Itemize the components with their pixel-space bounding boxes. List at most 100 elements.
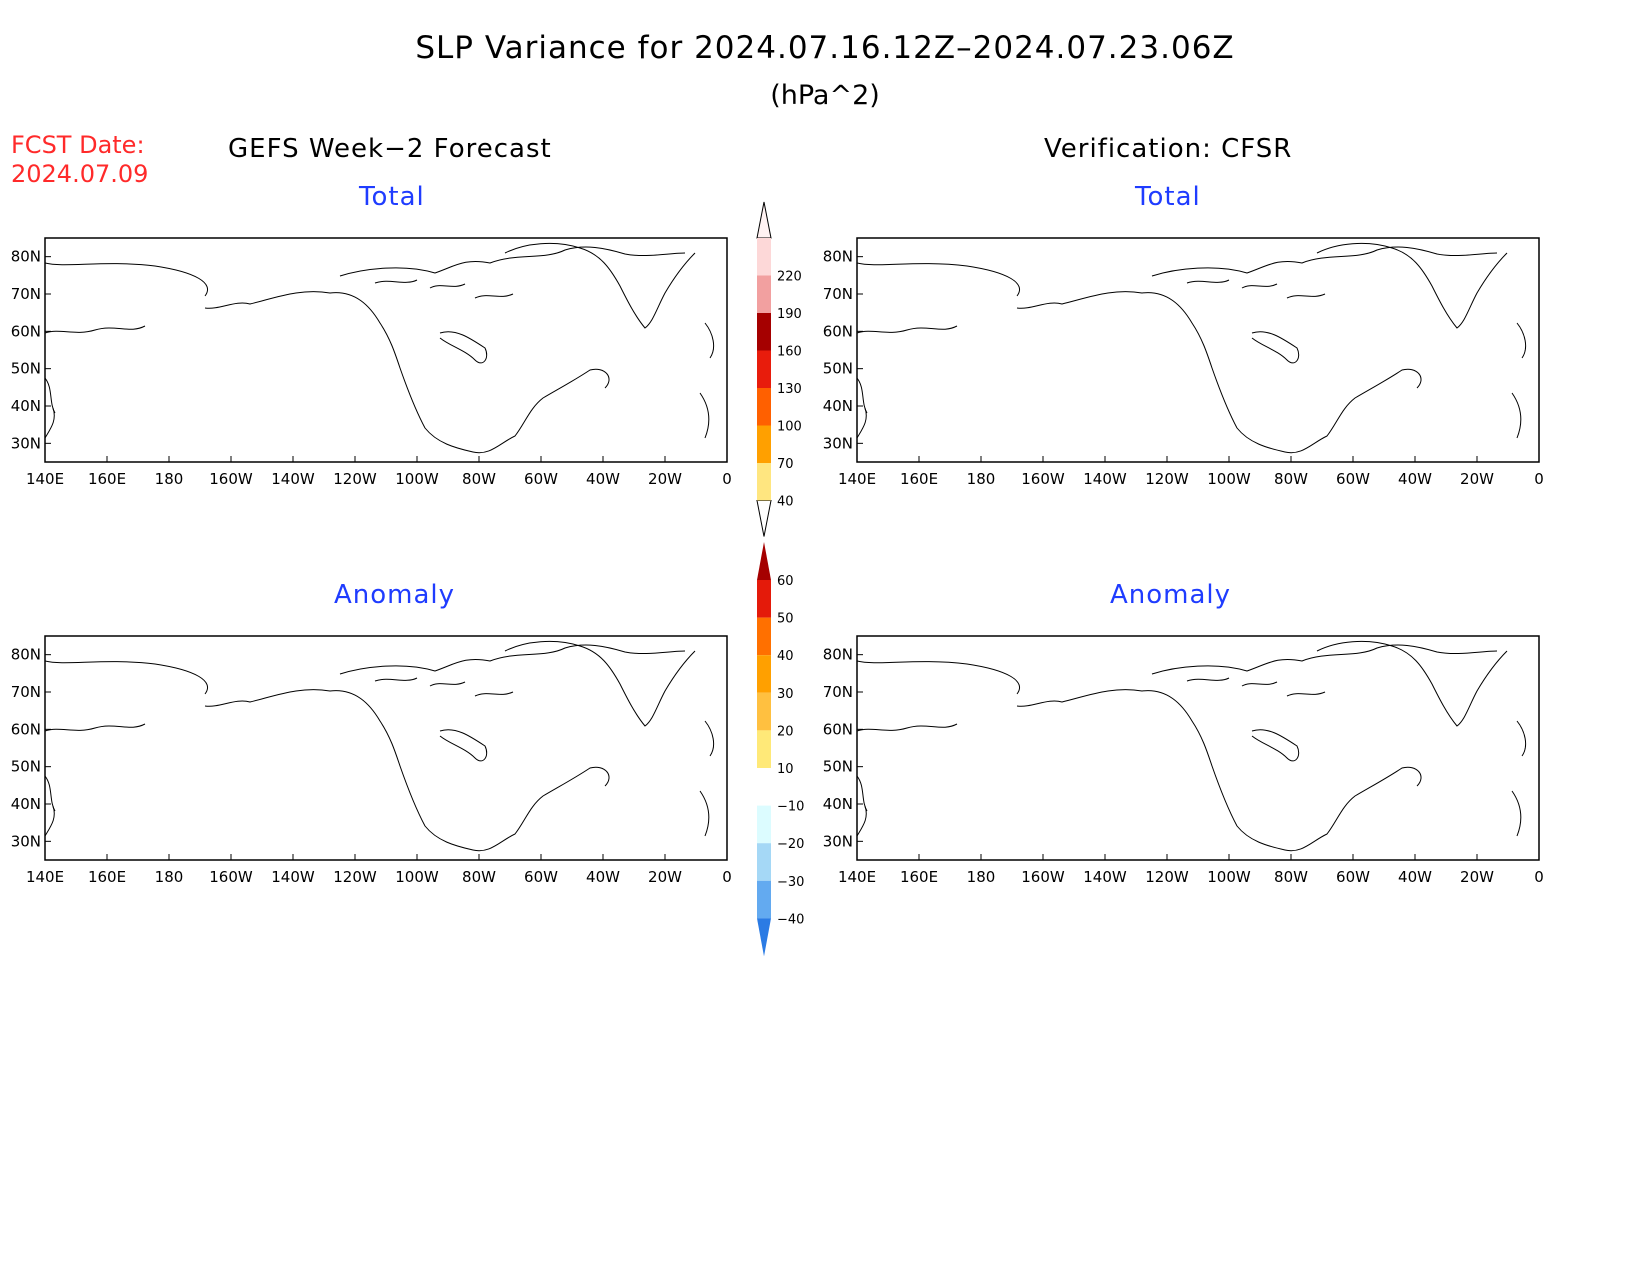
panel-title-forecast-total: Total xyxy=(359,182,425,212)
colorbar-box xyxy=(757,350,771,388)
lon-label: 100W xyxy=(395,470,439,488)
contour-fill-8 xyxy=(1469,290,1517,309)
lon-label: 120W xyxy=(1145,868,1189,886)
map-verification-anomaly: 140E 160E 180 160W 140W 120W 100W 80W 60W 40W 20W 0… xyxy=(823,635,1544,886)
contour-fill-10 xyxy=(1349,335,1503,381)
contour-fill-30 xyxy=(1533,786,1539,812)
contour-fill-2 xyxy=(1032,363,1067,372)
lon-label: 40W xyxy=(586,470,620,488)
lat-label: 30N xyxy=(11,832,41,850)
map-frame xyxy=(44,635,728,861)
lon-label: 160E xyxy=(88,868,126,886)
total-colorbar: 40 70 100 130 160 190 220 xyxy=(756,201,802,537)
colorbar-label: 100 xyxy=(777,420,802,435)
lat-label: 40N xyxy=(11,795,41,813)
coastline-outline xyxy=(45,242,715,454)
fcst-date-value: 2024.07.09 xyxy=(11,160,149,188)
contour-fill-28 xyxy=(1397,639,1539,648)
lon-label: 60W xyxy=(524,868,558,886)
lon-label: 100W xyxy=(395,868,439,886)
colorbar-tail-high xyxy=(756,201,772,239)
contour-fill-18 xyxy=(1364,739,1372,746)
colorbar-box xyxy=(757,655,771,693)
lon-label: 80W xyxy=(462,868,496,886)
lon-label: 60W xyxy=(524,470,558,488)
colorbar-box xyxy=(757,580,771,618)
lat-label: 70N xyxy=(823,285,853,303)
colorbar-label: 190 xyxy=(777,307,802,322)
contour-fill-7 xyxy=(905,766,921,776)
contour-fill-7 xyxy=(1411,277,1425,287)
contour-fill-15 xyxy=(1202,734,1320,766)
lon-label: 120W xyxy=(333,470,377,488)
panel-title-verification-total: Total xyxy=(1135,182,1201,212)
lon-label: 80W xyxy=(1274,868,1308,886)
colorbar-box xyxy=(757,880,771,919)
colorbars: 40 70 100 130 160 190 220 60 50 40 30 20 10 −10 −20 −30… xyxy=(756,201,804,957)
lon-label: 0 xyxy=(722,868,732,886)
lon-label: 20W xyxy=(1460,470,1494,488)
contour-fill-24 xyxy=(1427,756,1477,778)
contour-fill-12 xyxy=(1296,679,1314,689)
contour-fill-11 xyxy=(1217,668,1251,680)
contour-fill-13 xyxy=(1457,238,1539,248)
panel-title-forecast-anomaly: Anomaly xyxy=(334,580,456,610)
contour-fill-5 xyxy=(1315,278,1330,289)
lon-label: 140E xyxy=(26,470,64,488)
lon-label: 160W xyxy=(1021,868,1065,886)
colorbar-label: 160 xyxy=(777,345,802,360)
panel-title-verification-anomaly: Anomaly xyxy=(1110,580,1232,610)
contour-fill-9 xyxy=(1481,296,1496,304)
map-frame xyxy=(856,237,1540,463)
contour-fill-21 xyxy=(1412,722,1472,749)
lon-label: 80W xyxy=(1274,470,1308,488)
contour-fill-11 xyxy=(1361,339,1381,354)
lon-label: 100W xyxy=(1207,868,1251,886)
contour-fill-22 xyxy=(1422,729,1459,742)
colorbar-label: 50 xyxy=(777,612,794,627)
lat-label: 40N xyxy=(823,397,853,415)
contour-fill-29 xyxy=(1517,666,1533,686)
contour-fill-20 xyxy=(1411,679,1427,689)
colorbar-label: 10 xyxy=(777,762,794,777)
contour-fill-13 xyxy=(1156,695,1174,707)
map-panels: 140E 160E 180 160W 140W 120W 100W 80W 60W 40W 20W 0… xyxy=(11,237,1544,886)
contour-fill-16 xyxy=(1347,729,1388,763)
lon-label: 80W xyxy=(462,470,496,488)
lon-label: 140E xyxy=(838,868,876,886)
figure-title: SLP Variance for 2024.07.16.12Z–2024.07.… xyxy=(415,30,1235,66)
lon-label: 0 xyxy=(1534,868,1544,886)
colorbar-tail-low xyxy=(756,500,772,537)
lat-label: 50N xyxy=(11,758,41,776)
lon-label: 40W xyxy=(586,868,620,886)
contour-fill-4 xyxy=(857,718,1100,793)
forecast-header: GEFS Week−2 Forecast xyxy=(228,134,552,164)
contour-fill-27 xyxy=(1157,637,1539,652)
lat-label: 50N xyxy=(823,360,853,378)
coastlines xyxy=(45,242,715,454)
lat-label: 50N xyxy=(823,758,853,776)
anomaly-colorbar: 60 50 40 30 20 10 −10 −20 −30 −40 xyxy=(757,542,804,957)
lon-label: 180 xyxy=(967,868,996,886)
coastline-outline xyxy=(857,640,1527,852)
colorbar-box xyxy=(757,692,771,731)
lon-label: 160W xyxy=(209,470,253,488)
lat-label: 50N xyxy=(11,360,41,378)
colorbar-box xyxy=(757,730,771,768)
verification-header: Verification: CFSR xyxy=(1044,134,1293,164)
colorbar-label: −10 xyxy=(777,800,804,815)
shading xyxy=(857,238,1539,381)
colorbar-box xyxy=(757,238,771,276)
contour-fill-8 xyxy=(1137,648,1365,733)
colorbar-label: −30 xyxy=(777,875,804,890)
colorbar-box xyxy=(757,805,771,844)
contour-fill-1 xyxy=(410,321,685,379)
contour-fill-12 xyxy=(1515,315,1528,328)
lat-label: 80N xyxy=(823,248,853,266)
lat-label: 60N xyxy=(11,322,41,340)
lon-label: 140E xyxy=(26,868,64,886)
lon-label: 160E xyxy=(900,470,938,488)
map-forecast-total: 140E 160E 180 160W 140W 120W 100W 80W 60W 40W 20W 0… xyxy=(11,237,732,488)
lat-label: 80N xyxy=(823,646,853,664)
